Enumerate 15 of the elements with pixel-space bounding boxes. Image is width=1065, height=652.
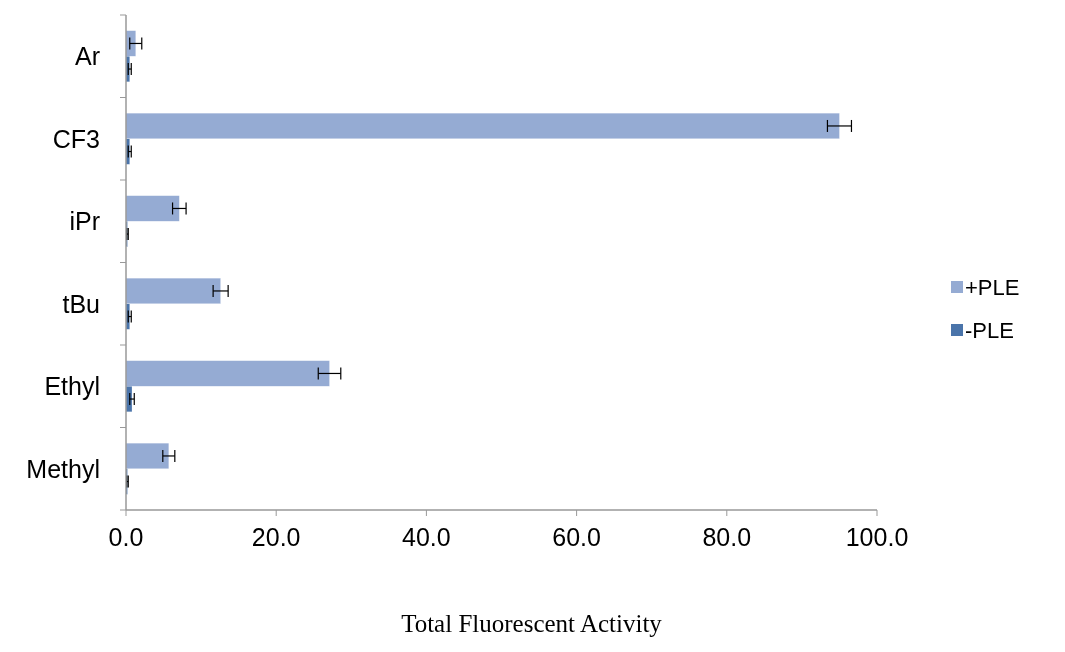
x-axis-title: Total Fluorescent Activity: [401, 610, 663, 637]
x-tick-label: 40.0: [402, 523, 451, 551]
x-tick-label: 60.0: [552, 523, 601, 551]
y-tick-label: Ethyl: [44, 372, 100, 401]
y-tick-label: Methyl: [26, 454, 100, 483]
x-tick-label: 80.0: [702, 523, 752, 551]
legend-label: -PLE: [965, 317, 1014, 343]
y-tick-label: CF3: [52, 124, 100, 153]
x-tick-label: 20.0: [251, 523, 301, 551]
y-tick-label: tBu: [62, 289, 100, 318]
x-tick-label: 0.0: [108, 523, 144, 551]
y-tick-label: Ar: [75, 42, 100, 71]
legend-label: +PLE: [965, 274, 1020, 300]
x-tick-label: 100.0: [845, 523, 909, 551]
y-tick-label: iPr: [69, 207, 100, 236]
